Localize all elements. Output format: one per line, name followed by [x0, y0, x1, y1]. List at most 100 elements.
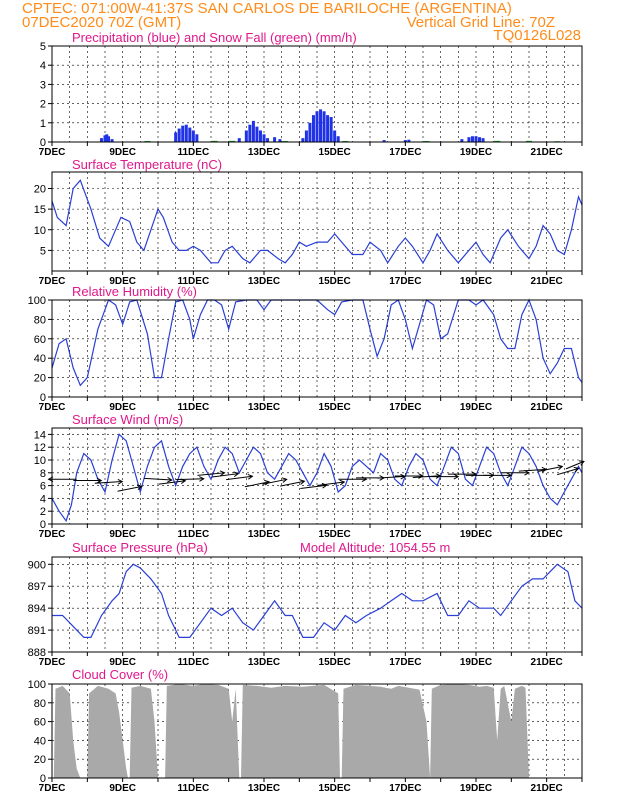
x-tick-label: 21DEC — [531, 657, 563, 668]
wind-vector-head — [339, 479, 346, 486]
y-tick-label: 40 — [34, 353, 46, 365]
precip-bar — [382, 140, 386, 142]
panel-frame — [51, 683, 583, 779]
x-tick-label: 21DEC — [531, 402, 563, 413]
x-tick-label: 9DEC — [109, 147, 136, 158]
y-tick-label: 15 — [34, 204, 46, 216]
y-tick-label: 888 — [28, 647, 46, 659]
panel-frame — [51, 427, 583, 525]
precip-bar — [326, 115, 330, 142]
x-tick-label: 11DEC — [177, 783, 209, 794]
precip-bar — [304, 130, 308, 142]
precip-bar — [481, 138, 485, 142]
y-tick-label: 0 — [40, 137, 46, 149]
x-tick-label: 19DEC — [460, 276, 492, 287]
precip-bar — [255, 126, 259, 142]
precip-bar — [403, 140, 407, 142]
wind-vector-head — [167, 476, 173, 483]
panel-title-cloud: Cloud Cover (%) — [72, 667, 168, 682]
header-code: TQ0126L028 — [493, 27, 581, 44]
wind-vector — [175, 478, 204, 481]
precip-bar — [319, 109, 323, 142]
x-tick-label: 17DEC — [389, 657, 421, 668]
wind-vector-head — [557, 464, 564, 471]
y-tick-label: 60 — [34, 717, 46, 729]
x-tick-label: 9DEC — [109, 529, 136, 540]
panel-title-precip: Precipitation (blue) and Snow Fall (gree… — [72, 30, 357, 45]
wind-vector — [226, 475, 253, 481]
precip-bar — [105, 134, 109, 142]
y-tick-label: 80 — [34, 314, 46, 326]
y-tick-label: 12 — [34, 442, 46, 454]
snow-bar — [229, 140, 236, 142]
x-tick-label: 21DEC — [531, 276, 563, 287]
panel-frame — [51, 171, 583, 272]
panel-title-pressure: Surface Pressure (hPa) — [72, 540, 208, 555]
precip-bar — [237, 138, 241, 142]
x-tick-label: 11DEC — [177, 147, 209, 158]
wind-vector-head — [453, 473, 460, 480]
x-tick-label: 15DEC — [319, 657, 351, 668]
y-tick-label: 897 — [28, 581, 46, 593]
x-tick-label: 19DEC — [460, 783, 492, 794]
wind-vector — [117, 485, 142, 492]
wind-vector — [280, 480, 305, 487]
y-tick-label: 1 — [40, 118, 46, 130]
y-tick-label: 10 — [34, 455, 46, 467]
wind-vector-head — [281, 477, 288, 483]
x-tick-label: 17DEC — [389, 402, 421, 413]
panel-cloud: Cloud Cover (%) 0 20 40 60 80 100 7DEC 9DEC 11DEC… — [28, 667, 583, 794]
precip-bar — [195, 134, 199, 142]
y-tick-label: 8 — [40, 468, 46, 480]
snow-bar — [494, 140, 501, 142]
wind-vector — [565, 460, 585, 470]
precip-bar — [315, 111, 319, 142]
wind-vector-head — [136, 484, 143, 490]
y-tick-label: 4 — [40, 493, 46, 505]
precip-bar — [107, 136, 111, 142]
precip-bar — [110, 139, 114, 142]
wind-vector — [518, 468, 547, 472]
wind-vector — [262, 478, 287, 485]
x-tick-label: 13DEC — [248, 529, 280, 540]
x-tick-label: 21DEC — [531, 529, 563, 540]
wind-vector — [377, 475, 406, 479]
precip-bar — [478, 137, 482, 142]
panel-title-temp: Surface Temperature (nC) — [72, 157, 222, 172]
wind-vector-head — [247, 473, 254, 480]
wind-vector-head — [264, 479, 271, 486]
series-line-wind — [51, 433, 583, 523]
x-tick-label: 13DEC — [248, 783, 280, 794]
y-tick-label: 2 — [40, 99, 46, 111]
panel-rh: Relative Humidity (%) 0 20 40 60 80 100 7DEC 9DE… — [28, 284, 583, 413]
y-tick-label: 40 — [34, 735, 46, 747]
wind-vector-head — [96, 477, 103, 484]
x-tick-label: 7DEC — [39, 529, 66, 540]
x-tick-label: 19DEC — [460, 147, 492, 158]
precip-bar — [474, 136, 478, 142]
header-date: 07DEC2020 70Z (GMT) — [22, 14, 181, 31]
panel-frame — [51, 299, 583, 398]
wind-vector-head — [299, 479, 306, 485]
x-tick-label: 9DEC — [109, 276, 136, 287]
panel-subtitle-pressure: Model Altitude: 1054.55 m — [300, 540, 450, 555]
x-tick-label: 17DEC — [389, 529, 421, 540]
panel-pressure: Surface Pressure (hPa) Model Altitude: 10… — [28, 540, 583, 668]
precip-bar — [470, 136, 474, 142]
precip-bar — [188, 127, 192, 142]
precip-bar — [177, 128, 181, 142]
wind-vector — [557, 467, 579, 476]
y-tick-label: 891 — [28, 625, 46, 637]
y-tick-label: 14 — [34, 429, 46, 441]
y-tick-label: 4 — [40, 60, 46, 72]
y-tick-label: 100 — [28, 295, 46, 307]
y-tick-label: 20 — [34, 373, 46, 385]
panel-title-wind: Surface Wind (m/s) — [72, 412, 183, 427]
series-line-rh — [51, 298, 583, 387]
y-tick-label: 20 — [34, 184, 46, 196]
x-tick-label: 13DEC — [248, 276, 280, 287]
header-location: CPTEC: 071:00W-41:37S SAN CARLOS DE BARI… — [22, 0, 512, 17]
panel-precip: Precipitation (blue) and Snow Fall (gree… — [39, 30, 583, 158]
